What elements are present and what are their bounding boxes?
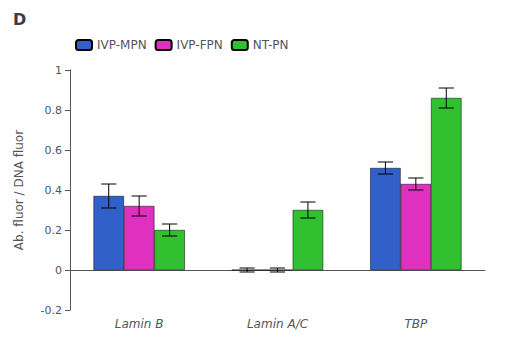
svg-text:D: D [13, 10, 26, 29]
svg-text:NT-PN: NT-PN [253, 38, 289, 52]
svg-text:Lamin A/C: Lamin A/C [247, 317, 309, 331]
svg-text:1: 1 [55, 64, 62, 77]
svg-text:TBP: TBP [404, 317, 428, 331]
svg-text:IVP-MPN: IVP-MPN [97, 38, 147, 52]
svg-text:0.6: 0.6 [45, 144, 63, 157]
svg-text:0.2: 0.2 [45, 224, 63, 237]
svg-text:Lamin B: Lamin B [115, 317, 164, 331]
svg-text:0.8: 0.8 [45, 104, 63, 117]
svg-text:IVP-FPN: IVP-FPN [177, 38, 223, 52]
svg-text:0: 0 [55, 264, 62, 277]
svg-text:Ab. fluor / DNA fluor: Ab. fluor / DNA fluor [12, 130, 26, 250]
svg-text:-0.2: -0.2 [41, 304, 62, 317]
svg-text:0.4: 0.4 [45, 184, 63, 197]
